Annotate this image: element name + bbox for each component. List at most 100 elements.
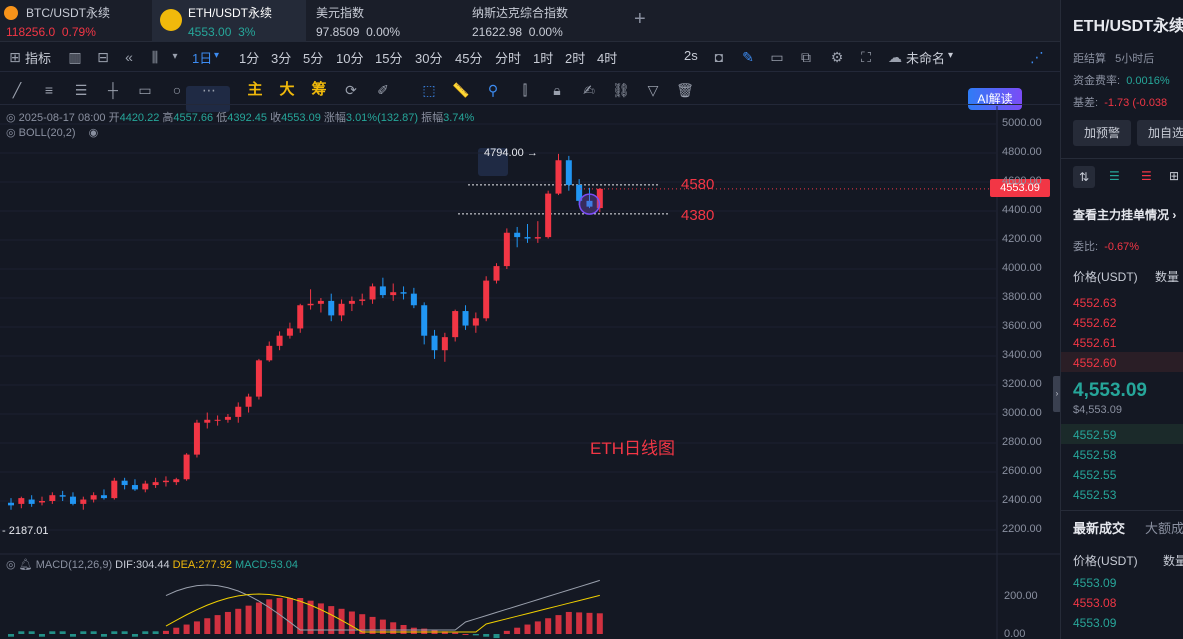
macd-bar bbox=[503, 630, 510, 634]
tab-btc[interactable]: BTC/USDT永续 118256.0 0.79% bbox=[0, 0, 150, 42]
candle bbox=[224, 416, 231, 420]
line-tool-icon[interactable]: ╱ bbox=[12, 82, 22, 98]
price-axis[interactable]: 5000.00 4800.00 4600.00 4400.00 4200.00 4000.… bbox=[1000, 106, 1060, 639]
eye-icon[interactable]: ◉ bbox=[88, 127, 99, 139]
share-icon[interactable]: ⋰ bbox=[1030, 49, 1044, 65]
layout-chevron-icon[interactable]: ▾ bbox=[948, 50, 954, 61]
macd-label: MACD(12,26,9) bbox=[35, 559, 113, 571]
circle-icon[interactable]: ○ bbox=[172, 82, 182, 98]
tab-eth[interactable]: ETH/USDT永续 4553.00 3% bbox=[152, 0, 306, 42]
interval-1h[interactable]: 1时 bbox=[533, 51, 554, 66]
basis-value: -1.73 (-0.038 bbox=[1104, 97, 1168, 109]
rectangle-icon[interactable]: ▭ bbox=[138, 82, 152, 98]
trash-icon[interactable]: 🗑︎ bbox=[676, 82, 694, 98]
candle-type-icon[interactable]: ⫼ bbox=[151, 49, 159, 65]
link-icon[interactable]: ⛓ bbox=[612, 82, 630, 98]
price-axis-label: 2600.00 bbox=[1002, 465, 1042, 477]
layout-icon[interactable]: ⊟ bbox=[97, 49, 109, 65]
tab-nasdaq[interactable]: 纳斯达克综合指数 21622.98 0.00% bbox=[464, 0, 614, 42]
bid-row[interactable]: 4552.58 bbox=[1073, 448, 1117, 462]
collapse-panel-handle[interactable]: › bbox=[1053, 376, 1061, 412]
chart-area[interactable]: ◎ 2025-08-17 08:00 开4420.22 高4557.66 低43… bbox=[0, 106, 1061, 639]
interval-1m[interactable]: 1分 bbox=[239, 51, 260, 66]
interval-selected-bg bbox=[186, 86, 230, 112]
chevron-down-icon[interactable]: ▾ bbox=[172, 51, 178, 62]
interval-30m[interactable]: 30分 bbox=[415, 51, 443, 66]
chips-button[interactable]: 筹 bbox=[311, 81, 327, 98]
interval-2h[interactable]: 2时 bbox=[565, 51, 586, 66]
macd-axis-label: 200.00 bbox=[1004, 590, 1038, 602]
camera-icon[interactable]: ◘ bbox=[714, 49, 724, 65]
template-icon[interactable]: ⧉ bbox=[801, 49, 811, 65]
cloud-icon[interactable]: ☁ bbox=[888, 49, 902, 65]
bid-row[interactable]: 4552.53 bbox=[1073, 488, 1117, 502]
macd-settings-icon[interactable]: ◎ 🔔︎ bbox=[6, 559, 33, 571]
sync-icon[interactable]: ⟳ bbox=[345, 82, 357, 98]
indicator-button[interactable]: 指标 bbox=[25, 51, 52, 66]
more-icon[interactable]: ⋯ bbox=[202, 82, 216, 98]
brush-icon[interactable]: ✐ bbox=[377, 82, 389, 98]
gear-icon[interactable]: ⚙ bbox=[830, 49, 844, 65]
interval-3m[interactable]: 3分 bbox=[271, 51, 292, 66]
tab-latest-trades[interactable]: 最新成交 bbox=[1073, 521, 1126, 536]
bid-row[interactable]: 4552.55 bbox=[1073, 468, 1117, 482]
book-both-icon[interactable]: ⇅ bbox=[1073, 166, 1095, 188]
candle bbox=[173, 479, 180, 483]
ruler-icon[interactable]: 📏 bbox=[452, 82, 470, 98]
bid-row[interactable]: 4552.59 bbox=[1073, 428, 1117, 442]
refresh-interval[interactable]: 2s bbox=[684, 48, 698, 63]
pen-icon[interactable]: ✎ bbox=[742, 49, 754, 65]
ask-highlight bbox=[1061, 352, 1183, 372]
macd-bar bbox=[266, 599, 273, 634]
add-watchlist-button[interactable]: 加自选 bbox=[1137, 120, 1183, 146]
trades-price-header: 价格(USDT) bbox=[1073, 554, 1138, 568]
book-asks-icon[interactable]: ☰ bbox=[1141, 169, 1152, 183]
ask-row[interactable]: 4552.61 bbox=[1073, 336, 1117, 350]
candles-icon[interactable]: ⫿ bbox=[522, 82, 528, 98]
compare-icon[interactable]: ▥ bbox=[68, 49, 82, 65]
interval-45m[interactable]: 45分 bbox=[455, 51, 483, 66]
candle bbox=[204, 419, 211, 423]
interval-15m[interactable]: 15分 bbox=[375, 51, 403, 66]
fullscreen-icon[interactable]: ⛶ bbox=[861, 49, 871, 65]
ask-row[interactable]: 4552.62 bbox=[1073, 316, 1117, 330]
book-bids-icon[interactable]: ☰ bbox=[1109, 169, 1120, 183]
trade-row: 4553.08 bbox=[1073, 596, 1117, 610]
filter-icon[interactable]: ▽ bbox=[647, 82, 659, 98]
book-settings-icon[interactable]: ⊞ bbox=[1169, 169, 1180, 183]
lock-icon[interactable]: 🔒︎ bbox=[553, 82, 561, 98]
comment-icon[interactable]: ▭ bbox=[770, 49, 784, 65]
cross-line-icon[interactable]: ┼ bbox=[108, 82, 118, 98]
funding-row: 资金费率: 0.0016% bbox=[1073, 72, 1170, 88]
boll-legend[interactable]: ◎ BOLL(20,2) ◉ bbox=[6, 126, 98, 139]
hline-tool-icon[interactable]: ≡ bbox=[44, 82, 54, 98]
boll-settings-icon[interactable]: ◎ bbox=[6, 127, 19, 139]
layout-name[interactable]: 未命名 bbox=[906, 51, 946, 66]
interval-4h[interactable]: 4时 bbox=[597, 51, 618, 66]
candle bbox=[69, 496, 76, 504]
main-force-button[interactable]: 主 bbox=[247, 81, 263, 98]
tab-large-trades[interactable]: 大额成 bbox=[1145, 521, 1183, 536]
channel-tool-icon[interactable]: ☰ bbox=[74, 82, 88, 98]
edit-note-icon[interactable]: ✍ bbox=[583, 82, 595, 98]
big-order-button[interactable]: 大 bbox=[279, 81, 295, 98]
ask-row[interactable]: 4552.63 bbox=[1073, 296, 1117, 310]
select-icon[interactable]: ⬚ bbox=[422, 82, 436, 98]
interval-timeshare[interactable]: 分时 bbox=[495, 51, 522, 66]
ask-row[interactable]: 4552.60 bbox=[1073, 356, 1117, 370]
right-panel: ETH/USDT永续 距结算 5小时后 资金费率: 0.0016% 基差: -1… bbox=[1060, 0, 1183, 639]
main-orders-link[interactable]: 查看主力挂单情况 › bbox=[1073, 208, 1177, 222]
add-tab-button[interactable]: + bbox=[634, 8, 646, 30]
price-axis-label: 2400.00 bbox=[1002, 494, 1042, 506]
candlestick-chart[interactable] bbox=[0, 106, 1060, 639]
tab-dxy[interactable]: 美元指数 97.8509 0.00% bbox=[308, 0, 458, 42]
interval-10m[interactable]: 10分 bbox=[336, 51, 364, 66]
interval-selected[interactable]: 1日 bbox=[192, 51, 213, 66]
magnet-icon[interactable]: ⚲ bbox=[487, 82, 499, 98]
interval-chevron-icon[interactable]: ▾ bbox=[214, 50, 220, 61]
add-alert-button[interactable]: 加预警 bbox=[1073, 120, 1131, 146]
rewind-icon[interactable]: « bbox=[125, 49, 133, 65]
interval-5m[interactable]: 5分 bbox=[303, 51, 324, 66]
ohlc-high-label: 高 bbox=[162, 112, 174, 124]
macd-bar bbox=[28, 631, 35, 634]
